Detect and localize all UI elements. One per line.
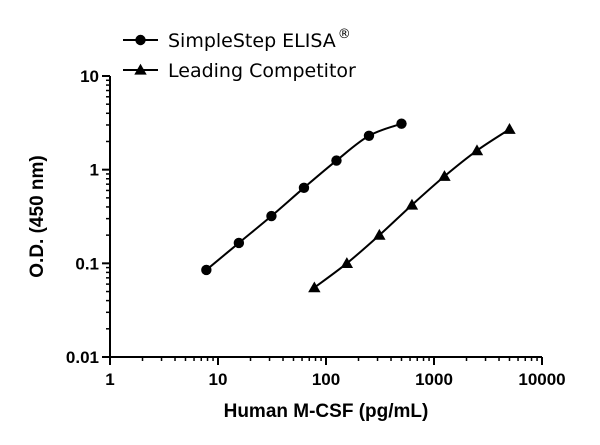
series-layer — [201, 118, 516, 293]
legend-item: SimpleStep ELISA ® — [123, 27, 351, 52]
y-tick-label: 1 — [90, 161, 99, 180]
data-point — [503, 123, 516, 134]
data-point — [340, 257, 354, 268]
legend-label: SimpleStep ELISA — [168, 30, 336, 52]
axes: 0.01 0.1 1 10 1 10 100 1000 10000 — [66, 67, 566, 389]
data-point — [233, 237, 245, 249]
x-tick-label: 100 — [312, 370, 340, 389]
legend-marker — [135, 34, 146, 46]
y-tick-label: 0.1 — [75, 254, 99, 273]
legend-item: Leading Competitor — [123, 60, 356, 82]
legend: SimpleStep ELISA ® Leading Competitor — [123, 27, 356, 82]
x-axis-title: Human M-CSF (pg/mL) — [224, 401, 429, 422]
x-tick-label: 1 — [105, 370, 114, 389]
registered-mark: ® — [338, 27, 351, 42]
data-point — [396, 118, 407, 129]
legend-marker — [134, 63, 147, 75]
series-2 — [308, 123, 516, 293]
data-point — [363, 130, 375, 141]
x-tick-label: 10000 — [518, 370, 565, 389]
data-point — [470, 144, 484, 156]
y-tick-label: 10 — [80, 67, 99, 86]
series-line — [205, 122, 402, 271]
data-point — [331, 155, 342, 166]
y-tick-label: 0.01 — [66, 348, 99, 367]
x-tick-label: 10 — [209, 370, 228, 389]
series-1 — [201, 118, 407, 276]
legend-label: Leading Competitor — [168, 60, 356, 82]
data-point — [298, 182, 310, 194]
data-point — [201, 264, 212, 276]
data-point — [405, 198, 419, 210]
data-point — [266, 210, 277, 222]
data-point — [308, 281, 321, 293]
data-point — [438, 170, 451, 181]
y-axis-title: O.D. (450 nm) — [27, 155, 48, 277]
x-tick-label: 1000 — [415, 370, 453, 389]
data-point — [373, 228, 386, 240]
